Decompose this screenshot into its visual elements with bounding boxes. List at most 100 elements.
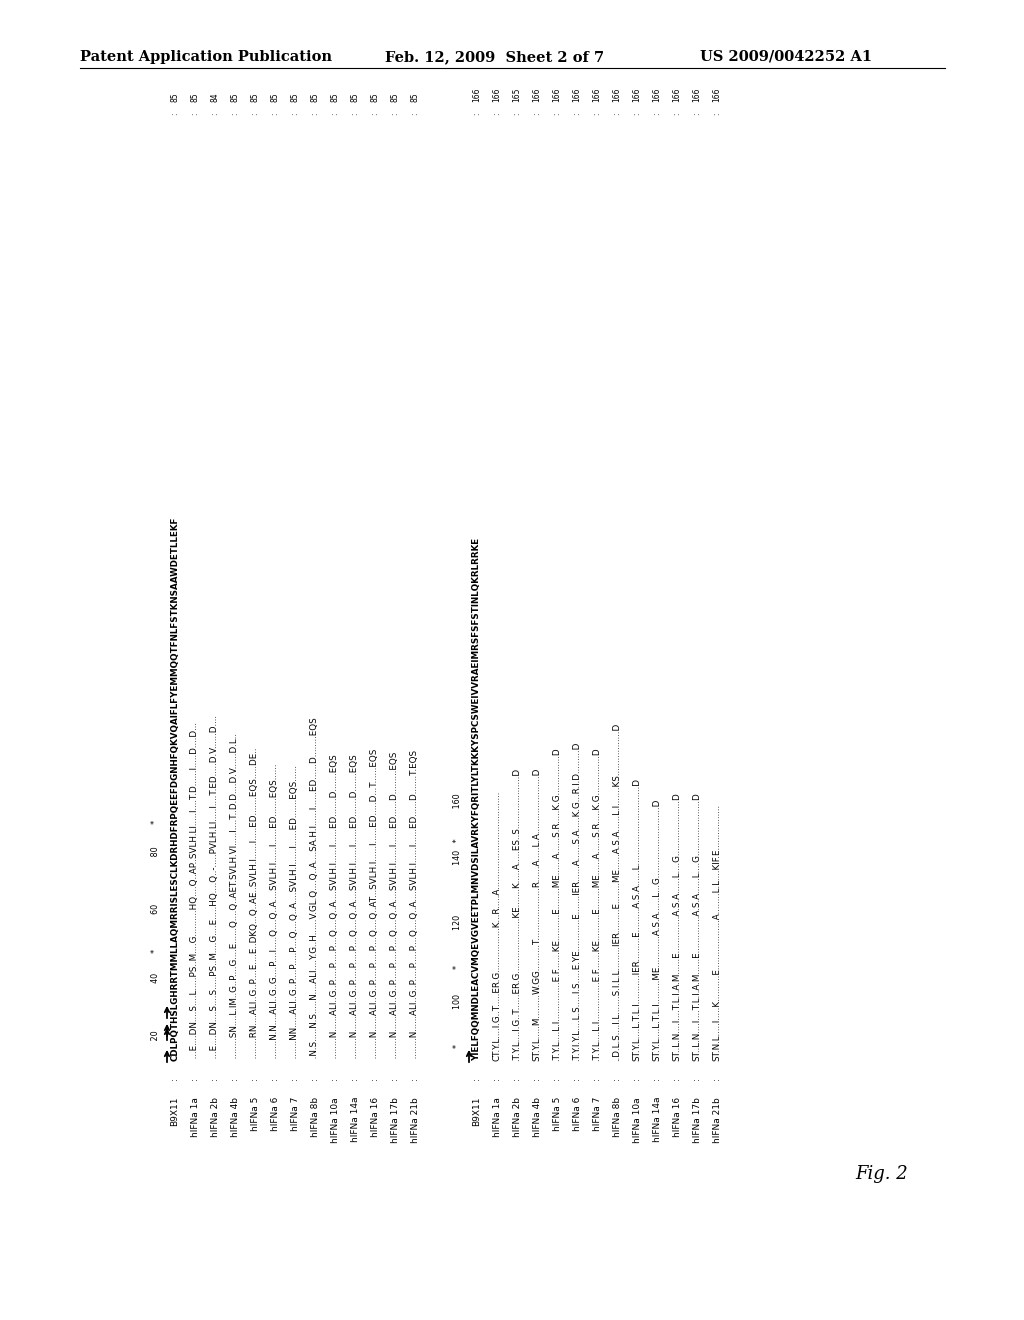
Text: :: : xyxy=(713,1077,722,1080)
Text: :: : xyxy=(612,112,622,115)
Text: :: : xyxy=(532,112,542,115)
Text: :: : xyxy=(673,1077,682,1080)
Text: .T.Y.L....L.I...............E.F.......KE..........E........ME......A......S.R...: .T.Y.L....L.I...............E.F.......KE… xyxy=(593,747,601,1061)
Text: :: : xyxy=(371,1077,380,1080)
Text: 85: 85 xyxy=(251,92,259,102)
Text: :: : xyxy=(593,1077,601,1080)
Text: hIFNa 4b: hIFNa 4b xyxy=(230,1097,240,1137)
Text: :: : xyxy=(572,112,582,115)
Text: :: : xyxy=(472,1077,481,1080)
Text: :: : xyxy=(493,1077,502,1080)
Text: 166: 166 xyxy=(472,87,481,102)
Text: hIFNa 5: hIFNa 5 xyxy=(251,1097,259,1131)
Text: 166: 166 xyxy=(612,87,622,102)
Text: 166: 166 xyxy=(532,87,542,102)
Text: ........N......ALI..G..P.....P.....P....Q....Q..AT...SVLH.I......I......ED.....D: ........N......ALI..G..P.....P.....P....… xyxy=(371,748,380,1061)
Text: .T.Y.L....L.I...............E.F.......KE..........E........ME......A......S.R...: .T.Y.L....L.I...............E.F.......KE… xyxy=(553,747,561,1061)
Text: 85: 85 xyxy=(350,92,359,102)
Text: :: : xyxy=(331,1077,340,1080)
Text: :: : xyxy=(673,112,682,115)
Text: ........N......ALI..G..P.....P.....P....Q....Q..A....SVLH.I......I......ED......: ........N......ALI..G..P.....P.....P....… xyxy=(390,751,399,1061)
Text: ........N......ALI..G..P.....P.....P....Q....Q..A....SVLH.I......I......ED......: ........N......ALI..G..P.....P.....P....… xyxy=(411,750,420,1061)
Text: hIFNa 4b: hIFNa 4b xyxy=(532,1097,542,1137)
Text: hIFNa 1a: hIFNa 1a xyxy=(190,1097,200,1137)
Text: :: : xyxy=(553,1077,561,1080)
Text: hIFNa 6: hIFNa 6 xyxy=(270,1097,280,1131)
Text: 85: 85 xyxy=(190,92,200,102)
Text: US 2009/0042252 A1: US 2009/0042252 A1 xyxy=(700,50,872,63)
Text: :: : xyxy=(692,1077,701,1080)
Text: ........SN....L.IM..G..P....G....E......Q....Q..AET.SVLH.VI.....I....T..D.D....D: ........SN....L.IM..G..P....G....E......… xyxy=(230,733,240,1061)
Text: :: : xyxy=(310,1077,319,1080)
Text: .......N.N....ALI..G..G....P....I.....Q....Q..A....SVLH.I......I......ED.......E: .......N.N....ALI..G..G....P....I.....Q.… xyxy=(270,763,280,1061)
Text: hIFNa 21b: hIFNa 21b xyxy=(411,1097,420,1143)
Text: *              100          *              120                    140   *       : * 100 * 120 140 * xyxy=(453,793,462,1063)
Text: ...E....DN....S....L.....PS..M....G..........HQ....Q..AP..SVLH.LI.....I....T.D..: ...E....DN....S....L.....PS..M....G.....… xyxy=(190,722,200,1061)
Text: Patent Application Publication: Patent Application Publication xyxy=(80,50,332,63)
Text: ST..L.N....I....T.L.I.A.M......E..............A.S.A......L....G.................: ST..L.N....I....T.L.I.A.M......E........… xyxy=(692,792,701,1061)
Text: :: : xyxy=(270,112,280,115)
Text: ST.Y.L.....M.........W.GG..........T....................R......A.....L.A........: ST.Y.L.....M.........W.GG..........T....… xyxy=(532,768,542,1061)
Text: ..D.L.S....I.L.......S.I.L.L.........IER.........E........ME......A.S.A......L.I: ..D.L.S....I.L.......S.I.L.L.........IER… xyxy=(612,723,622,1061)
Text: 85: 85 xyxy=(230,92,240,102)
Text: :: : xyxy=(652,1077,662,1080)
Text: :: : xyxy=(230,112,240,115)
Text: hIFNa 16: hIFNa 16 xyxy=(673,1097,682,1137)
Text: hIFNa 1a: hIFNa 1a xyxy=(493,1097,502,1137)
Text: :: : xyxy=(211,112,219,115)
Text: hIFNa 2b: hIFNa 2b xyxy=(211,1097,219,1137)
Text: hIFNa 10a: hIFNa 10a xyxy=(331,1097,340,1143)
Text: :: : xyxy=(692,112,701,115)
Text: :: : xyxy=(493,112,502,115)
Text: .T.Y.L....I.G..T......ER.G.....................KE.......K.....A.....ES..S.......: .T.Y.L....I.G..T......ER.G..............… xyxy=(512,768,521,1061)
Text: ST.Y.L....L.T.L.I...........IER.........E.........A.S.A......L..................: ST.Y.L....L.T.L.I...........IER.........… xyxy=(633,777,641,1061)
Text: :: : xyxy=(350,1077,359,1080)
Text: ........N......ALI..G..P.....P.....P....Q....Q..A....SVLH.I......I......ED......: ........N......ALI..G..P.....P.....P....… xyxy=(331,754,340,1061)
Text: ST.Y.L....L.T.L.I.........ME............A.S.A......L...G........................: ST.Y.L....L.T.L.I.........ME............… xyxy=(652,799,662,1061)
Text: :: : xyxy=(310,112,319,115)
Text: hIFNa 5: hIFNa 5 xyxy=(553,1097,561,1131)
Text: :: : xyxy=(532,1077,542,1080)
Text: :: : xyxy=(553,112,561,115)
Text: :: : xyxy=(230,1077,240,1080)
Text: 85: 85 xyxy=(371,92,380,102)
Text: hIFNa 14a: hIFNa 14a xyxy=(652,1097,662,1143)
Text: hIFNa 17b: hIFNa 17b xyxy=(390,1097,399,1143)
Text: .T.Y.I.Y.L....L.S.....I.S.....E.YE............E.......IER......A......S.A.....K.: .T.Y.I.Y.L....L.S.....I.S.....E.YE......… xyxy=(572,742,582,1061)
Text: .N.S.....N.S.....N....ALI....Y.G..H......V.GL.Q....Q..A....SA.H.I......I......ED: .N.S.....N.S.....N....ALI....Y.G..H.....… xyxy=(310,717,319,1061)
Text: :: : xyxy=(211,1077,219,1080)
Text: ........N......ALI..G..P.....P.....P....Q....Q..A....SVLH.I......I......ED......: ........N......ALI..G..P.....P.....P....… xyxy=(350,754,359,1061)
Text: 166: 166 xyxy=(652,87,662,102)
Text: 85: 85 xyxy=(331,92,340,102)
Text: hIFNa 8b: hIFNa 8b xyxy=(612,1097,622,1137)
Text: ........RN....ALI..G..P....E....E..DKQ...Q..AE..SVLH.I......I.....ED.......EQS..: ........RN....ALI..G..P....E....E..DKQ..… xyxy=(251,747,259,1061)
Text: ST..L.N....I....T.L.I.A.M......E..............A.S.A......L....G.................: ST..L.N....I....T.L.I.A.M......E........… xyxy=(673,792,682,1061)
Text: :: : xyxy=(350,112,359,115)
Text: Fig. 2: Fig. 2 xyxy=(855,1166,907,1183)
Text: ...E....DN....S....S.....PS..M....G....E.....HQ....Q..-.....PVLH.LI.....I....T.E: ...E....DN....S....S.....PS..M....G....E… xyxy=(211,715,219,1061)
Text: 166: 166 xyxy=(692,87,701,102)
Text: :: : xyxy=(512,1077,521,1080)
Text: YIELFQQMNDLEACVMQEVGVEETPLMNVDSILAVRKYFQRITLYLTKKKYSPCSWEIVVRAEIMRSFSFSTINLQKRLR: YIELFQQMNDLEACVMQEVGVEETPLMNVDSILAVRKYFQ… xyxy=(472,537,481,1061)
Text: hIFNa 21b: hIFNa 21b xyxy=(713,1097,722,1143)
Text: :: : xyxy=(171,112,179,115)
Text: 166: 166 xyxy=(553,87,561,102)
Text: :: : xyxy=(270,1077,280,1080)
Text: CDLPQTHSLGHRRTMMLLAQMRRISLESCLKDRHDFRPQEEFDGNHFQKVQAIFLFYEMMQQTFNLFSTKNSAAWDETLL: CDLPQTHSLGHRRTMMLLAQMRRISLESCLKDRHDFRPQE… xyxy=(171,516,179,1061)
Text: 85: 85 xyxy=(291,92,299,102)
Text: hIFNa 6: hIFNa 6 xyxy=(572,1097,582,1131)
Text: :: : xyxy=(331,112,340,115)
Text: 85: 85 xyxy=(270,92,280,102)
Text: :: : xyxy=(411,112,420,115)
Text: 85: 85 xyxy=(411,92,420,102)
Text: :: : xyxy=(190,112,200,115)
Text: 85: 85 xyxy=(310,92,319,102)
Text: :: : xyxy=(472,112,481,115)
Text: :: : xyxy=(251,112,259,115)
Text: hIFNa 10a: hIFNa 10a xyxy=(633,1097,641,1143)
Text: 166: 166 xyxy=(572,87,582,102)
Text: Feb. 12, 2009  Sheet 2 of 7: Feb. 12, 2009 Sheet 2 of 7 xyxy=(385,50,604,63)
Text: .......NN.....ALI..G..P....P.....P....Q....Q..A....SVLH.I......I......ED.......E: .......NN.....ALI..G..P....P.....P....Q.… xyxy=(291,766,299,1061)
Text: 84: 84 xyxy=(211,92,219,102)
Text: :: : xyxy=(371,112,380,115)
